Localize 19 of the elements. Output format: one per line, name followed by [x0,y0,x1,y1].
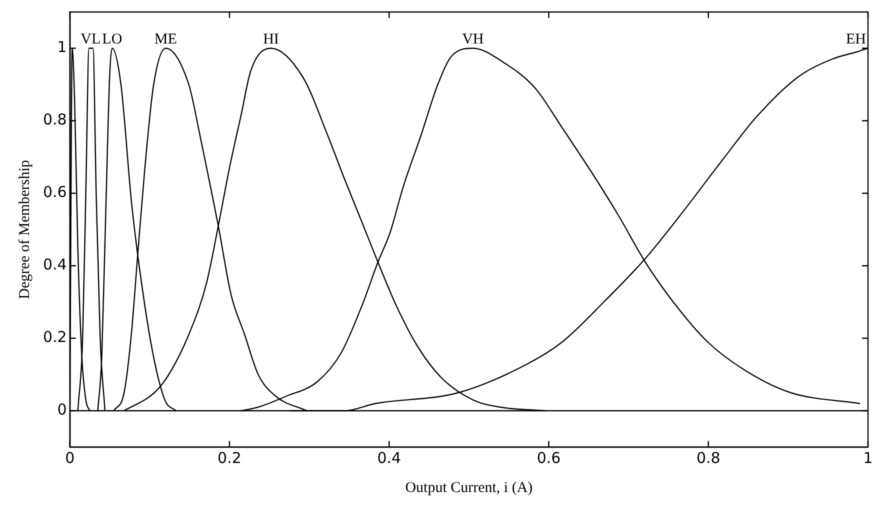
x-tick-label: 0.8 [696,448,720,467]
y-tick-label: 1 [57,38,67,56]
y-axis-title: Degree of Membership [16,160,33,300]
x-tick-label: 0.6 [536,448,561,467]
x-tick-label: 0.4 [377,448,402,467]
annotation: LO [102,32,122,48]
y-tick-label: 0.4 [42,256,67,274]
annotation: VL [80,32,101,48]
annotation: VH [462,32,484,48]
x-tick-label: 1 [863,448,873,467]
annotation: HI [263,32,279,48]
annotation: ME [154,32,177,48]
y-tick-label: 0.2 [42,328,67,346]
x-axis-title: Output Current, i (A) [405,480,533,496]
y-tick-label: 0 [57,400,67,419]
y-tick-label: 0.6 [42,183,67,202]
x-tick-label: 0.2 [218,448,242,467]
annotation: EH [846,32,866,48]
y-tick-label: 0.8 [42,110,67,129]
